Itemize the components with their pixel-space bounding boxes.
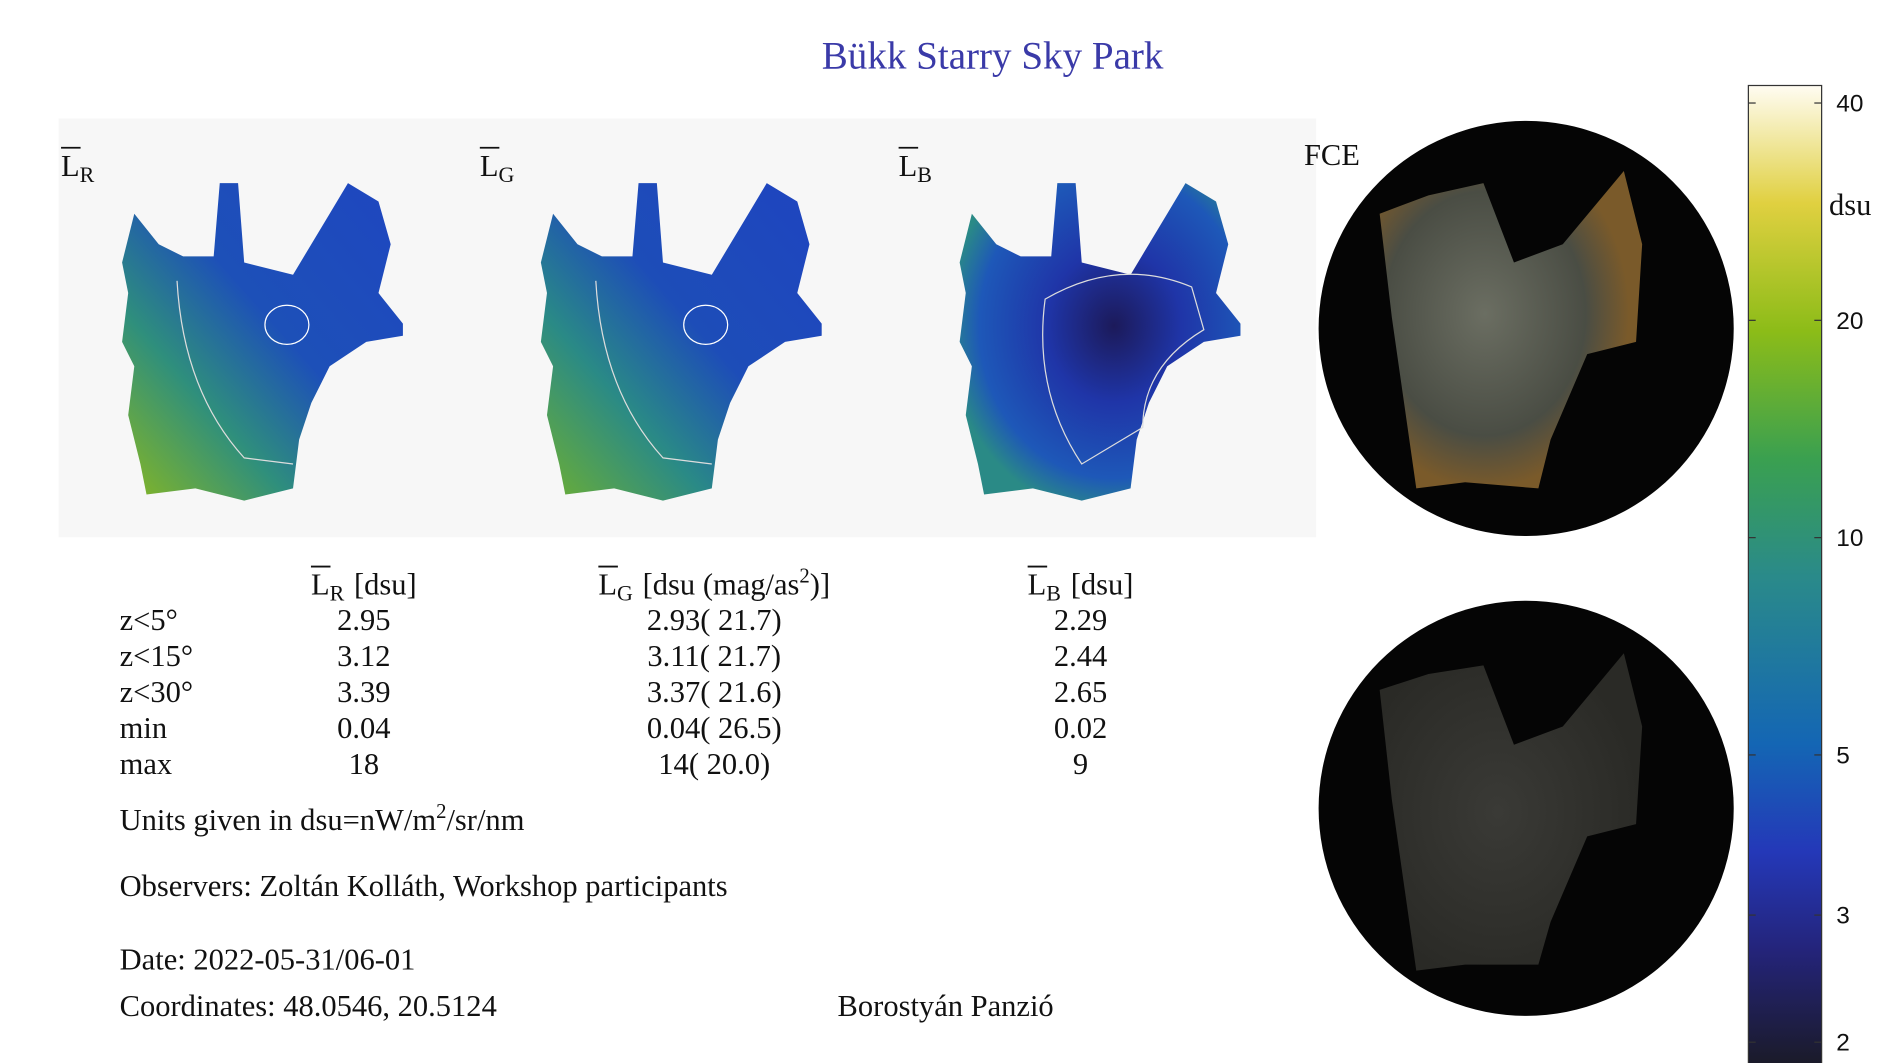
symbol: L: [598, 568, 617, 602]
coordinates: Coordinates: 48.0546, 20.5124: [120, 989, 497, 1023]
cell: 2.95: [337, 603, 390, 637]
panel-label: LB: [898, 146, 932, 187]
svg-text:LG: LG: [480, 149, 515, 187]
symbol: L: [480, 149, 499, 183]
subscript: G: [498, 162, 514, 187]
symbol: L: [311, 568, 330, 602]
column-header: LR [dsu]: [311, 568, 417, 606]
unit: [dsu (mag/as: [643, 568, 800, 602]
stats-table: LR [dsu] LG [dsu (mag/as2)] LB [dsu]z<5° 2.95 2…: [120, 565, 1134, 781]
column-header: LG [dsu (mag/as2)]: [598, 565, 830, 605]
cell: 3.12: [337, 639, 390, 673]
row-label: z<30°: [120, 675, 193, 709]
subscript: B: [917, 162, 932, 187]
map-red: [122, 183, 403, 501]
subscript: G: [617, 581, 633, 606]
symbol: L: [899, 149, 918, 183]
cell: 2.29: [1054, 603, 1107, 637]
tick-label: 3: [1836, 903, 1850, 930]
tick-label: 10: [1836, 525, 1863, 552]
fisheye-image: [1318, 120, 1734, 537]
cell: 14( 20.0): [658, 747, 770, 781]
tick-label: 2: [1836, 1030, 1850, 1057]
symbol: L: [1028, 568, 1047, 602]
superscript: 2: [436, 801, 446, 823]
observers: Observers: Zoltán Kolláth, Workshop part…: [120, 869, 728, 903]
cell: 18: [349, 747, 380, 781]
cell: 2.44: [1054, 639, 1107, 673]
row-label: max: [120, 747, 173, 781]
cell: 3.11( 21.7): [647, 639, 781, 673]
row-label: z<15°: [120, 639, 193, 673]
map-blue: [959, 183, 1241, 501]
tick-label: 5: [1836, 742, 1850, 769]
note-text: /sr/nm: [446, 803, 524, 837]
subscript: R: [80, 162, 95, 187]
unit: [dsu]: [1071, 568, 1134, 602]
cell: 2.65: [1054, 675, 1107, 709]
svg-text:LB: LB: [899, 149, 932, 187]
colorbar: dsu 2 3 5 10 20 40: [1747, 84, 1871, 1063]
cell: 0.04( 26.5): [647, 711, 782, 745]
map-green: [540, 183, 822, 501]
date: Date: 2022-05-31/06-01: [120, 942, 416, 976]
unit: )]: [810, 568, 830, 602]
panel-label: LG: [479, 146, 515, 187]
symbol: L: [61, 149, 80, 183]
cell: 3.39: [337, 675, 390, 709]
row-label: z<5°: [120, 603, 178, 637]
cell: 3.37( 21.6): [647, 675, 782, 709]
subscript: R: [330, 581, 345, 606]
location: Borostyán Panzió: [838, 989, 1054, 1023]
panel-label: LR: [61, 146, 95, 187]
cell: 0.02: [1054, 711, 1107, 745]
note-text: Units given in dsu=nW/m: [120, 803, 437, 837]
svg-text:LR: LR: [61, 149, 95, 187]
row-label: min: [120, 711, 167, 745]
units-note: Units given in dsu=nW/m2/sr/nm: [120, 801, 525, 837]
tick-label: 20: [1836, 308, 1863, 335]
fisheye-image: [1318, 600, 1734, 1016]
cell: 0.04: [337, 711, 390, 745]
cell: 2.93( 21.7): [647, 603, 782, 637]
tick-label: 40: [1836, 91, 1863, 118]
title: Bükk Starry Sky Park: [822, 34, 1164, 77]
column-header: LB [dsu]: [1028, 568, 1134, 606]
superscript: 2: [799, 565, 809, 587]
colorbar-label: dsu: [1829, 188, 1871, 222]
cell: 9: [1073, 747, 1088, 781]
unit: [dsu]: [354, 568, 417, 602]
panel-label: FCE: [1304, 138, 1360, 172]
subscript: B: [1046, 581, 1061, 606]
